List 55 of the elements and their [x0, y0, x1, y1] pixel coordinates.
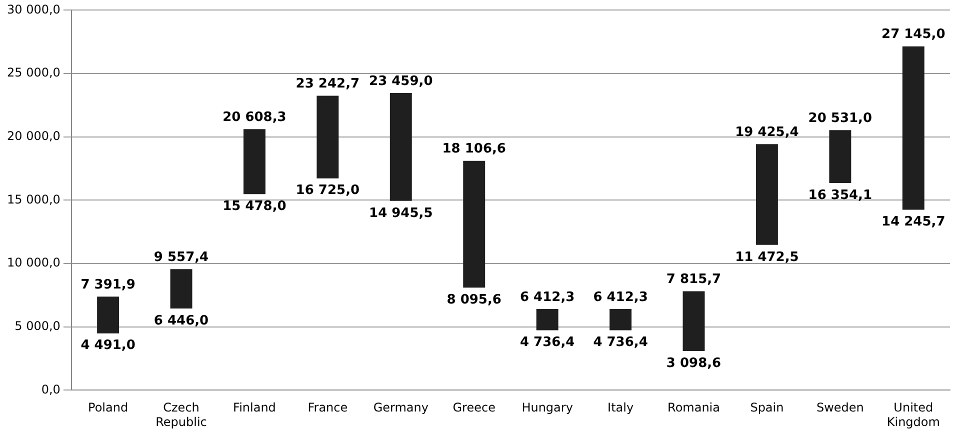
annotation: 6 412,3: [593, 290, 648, 305]
y-tick-label: 15 000,0: [7, 192, 60, 206]
annotation: 6 446,0: [154, 313, 209, 328]
bar: [902, 46, 924, 210]
bar: [316, 96, 339, 178]
annotation: 9 557,4: [154, 250, 209, 266]
annotation: 23 242,7: [296, 76, 360, 92]
annotation: 19 425,4: [735, 125, 799, 140]
annotation: 20 608,3: [222, 110, 286, 126]
annotation: 7 391,9: [80, 277, 136, 292]
bar: [390, 93, 412, 201]
x-tick-label: Finland: [233, 400, 276, 415]
annotation: 4 736,4: [593, 335, 648, 350]
annotation: 3 098,6: [666, 356, 722, 371]
annotation: 23 459,0: [369, 74, 433, 89]
bar: [682, 291, 705, 351]
annotation: 16 725,0: [296, 183, 360, 198]
annotation: 6 412,3: [520, 290, 575, 305]
y-tick-label: 5 000,0: [14, 318, 60, 333]
x-tick-label: Romania: [668, 400, 720, 415]
y-tick-label: 25 000,0: [7, 66, 60, 80]
annotation: 7 815,7: [666, 272, 722, 288]
x-tick-label: Greece: [452, 400, 496, 415]
annotation: 27 145,0: [882, 27, 946, 42]
x-tick-label: Germany: [373, 400, 428, 415]
y-tick-label: 20 000,0: [7, 128, 60, 143]
annotation: 20 531,0: [808, 111, 872, 126]
annotation: 11 472,5: [735, 250, 799, 265]
bar: [243, 129, 266, 194]
bar: [756, 144, 778, 245]
bar: [536, 308, 558, 330]
bar: [829, 130, 852, 184]
y-tick-label: 0,0: [41, 382, 60, 396]
annotation: 14 945,5: [369, 206, 433, 221]
bar: [610, 308, 632, 330]
bar: [170, 269, 192, 309]
x-tick-label: Italy: [608, 400, 634, 415]
x-tick-label: Hungary: [522, 400, 573, 415]
x-tick-label: France: [308, 400, 348, 415]
annotation: 18 106,6: [442, 142, 506, 157]
annotation: 8 095,6: [446, 292, 502, 308]
y-tick-label: 30 000,0: [7, 2, 60, 16]
bar: [463, 160, 486, 288]
annotation: 14 245,7: [882, 214, 946, 230]
x-tick-label: United Kingdom: [886, 400, 940, 429]
bar: [97, 296, 120, 334]
annotation: 16 354,1: [808, 188, 872, 203]
x-tick-label: Czech Republic: [156, 400, 207, 429]
annotation: 15 478,0: [222, 199, 286, 214]
y-tick-label: 10 000,0: [7, 256, 60, 270]
annotation: 4 736,4: [520, 335, 575, 350]
annotation: 4 491,0: [80, 338, 136, 354]
x-tick-label: Poland: [88, 400, 128, 415]
x-tick-label: Spain: [750, 400, 784, 415]
x-tick-label: Sweden: [816, 400, 864, 415]
